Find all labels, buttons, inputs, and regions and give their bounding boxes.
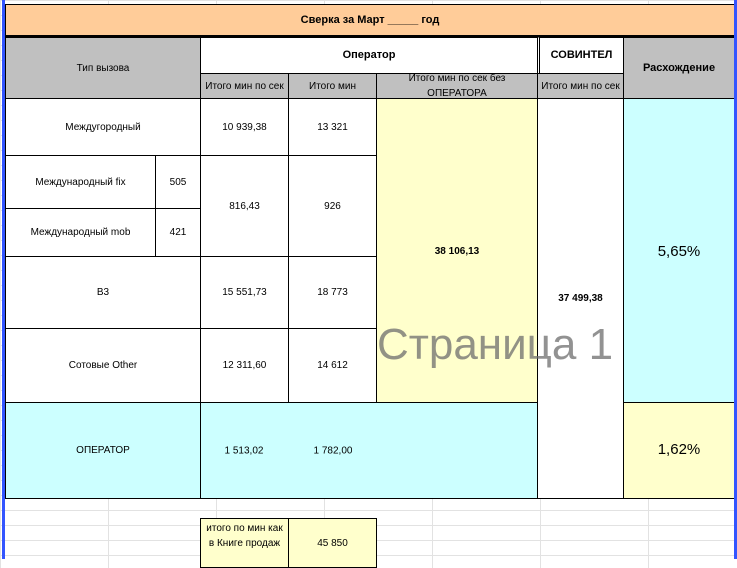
cell-sec[interactable]: 10 939,38 <box>200 98 289 156</box>
subheader-sec[interactable]: Итого мин по сек <box>200 73 289 99</box>
header-diff[interactable]: Расхождение <box>623 37 735 99</box>
cell-min[interactable]: 18 773 <box>288 256 377 329</box>
cell-code[interactable]: 421 <box>155 208 201 257</box>
page-break-right[interactable] <box>734 0 737 559</box>
cell-min[interactable]: 926 <box>288 155 377 257</box>
sovintel-total[interactable]: 37 499,38 <box>537 98 624 499</box>
cell-min[interactable]: 13 321 <box>288 98 377 156</box>
sheet-title[interactable]: Сверка за Март _____ год <box>5 4 735 38</box>
row-label[interactable]: Сотовые Other <box>5 328 201 403</box>
diff-main[interactable]: 5,65% <box>623 98 735 403</box>
operator-min: 1 782,00 <box>313 445 353 457</box>
header-operator[interactable]: Оператор <box>200 37 538 74</box>
subheader-sovintel-sec[interactable]: Итого мин по сек <box>537 73 624 99</box>
operator-row-values[interactable]: 1 513,02 1 782,00 <box>200 402 538 499</box>
operator-total-no-operator[interactable]: 38 106,13 <box>376 98 538 403</box>
operator-sec: 1 513,02 <box>224 445 264 457</box>
row-label[interactable]: Междугородный <box>5 98 201 156</box>
subheader-min[interactable]: Итого мин <box>288 73 377 99</box>
row-label[interactable]: В3 <box>5 256 201 329</box>
header-sovintel[interactable]: СОВИНТЕЛ <box>537 37 624 74</box>
cell-code[interactable]: 505 <box>155 155 201 209</box>
row-label[interactable]: Международный fix <box>5 155 156 209</box>
subheader-sec-no-operator[interactable]: Итого мин по сек без ОПЕРАТОРА <box>376 73 538 99</box>
header-call-type[interactable]: Тип вызова <box>5 37 201 99</box>
cell-sec[interactable]: 816,43 <box>200 155 289 257</box>
cell-sec[interactable]: 12 311,60 <box>200 328 289 403</box>
sales-book-label[interactable]: итого по мин как в Книге продаж <box>200 518 289 568</box>
diff-operator[interactable]: 1,62% <box>623 402 735 499</box>
cell-sec[interactable]: 15 551,73 <box>200 256 289 329</box>
row-label[interactable]: Международный mob <box>5 208 156 257</box>
page-break-left[interactable] <box>2 0 5 559</box>
cell-min[interactable]: 14 612 <box>288 328 377 403</box>
sales-book-value[interactable]: 45 850 <box>288 518 377 568</box>
operator-row-label[interactable]: ОПЕРАТОР <box>5 402 201 499</box>
